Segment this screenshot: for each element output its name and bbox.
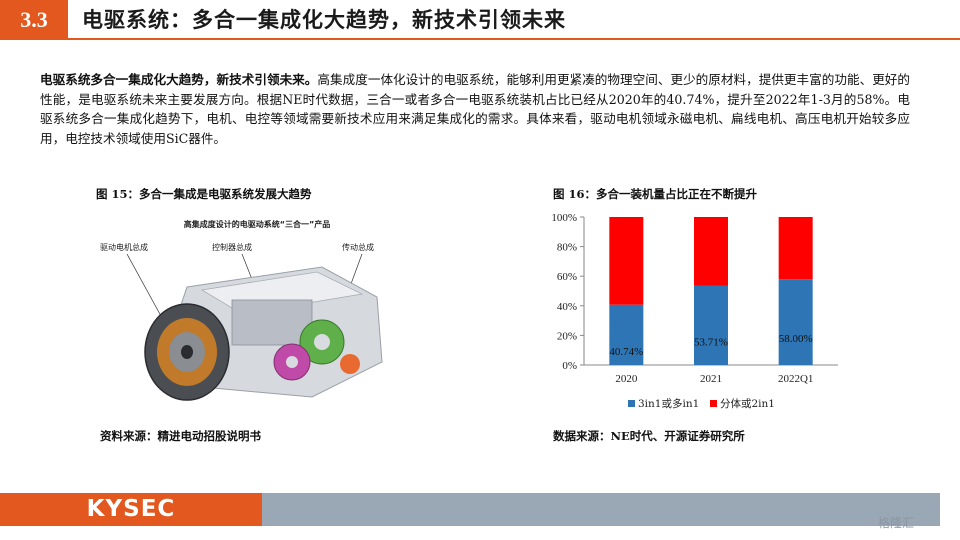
legend-swatch (710, 400, 717, 407)
y-tick-label: 80% (557, 242, 577, 254)
page-title: 电驱系统：多合一集成化大趋势，新技术引领未来 (82, 8, 566, 32)
y-tick-label: 60% (557, 271, 577, 283)
legend-swatch (628, 400, 635, 407)
legend-label: 3in1或多in1 (638, 397, 699, 410)
paragraph-text: 高集成度一体化设计的电驱系统，能够利用更紧凑的物理空间、更少的原材料，提供更丰富… (40, 72, 911, 146)
y-tick-label: 100% (551, 212, 577, 224)
bar-data-label: 53.71% (694, 336, 728, 348)
callout-motor: 驱动电机总成 (100, 242, 148, 252)
x-tick-label: 2021 (700, 373, 722, 385)
figure16-source: 数据来源：NE时代、开源证券研究所 (553, 429, 745, 443)
bar-segment (778, 279, 813, 365)
bar-segment (778, 217, 813, 280)
paragraph-lead: 电驱系统多合一集成化大趋势，新技术引领未来。 (40, 72, 318, 87)
bar-segment (609, 217, 644, 305)
figure15-image-caption: 高集成度设计的电驱动系统“三合一”产品 (184, 219, 331, 229)
y-tick-label: 0% (562, 360, 577, 372)
header-divider (68, 38, 960, 40)
figure16-title: 图 16：多合一装机量占比正在不断提升 (553, 187, 758, 201)
figure15-title: 图 15：多合一集成是电驱系统发展大趋势 (96, 187, 312, 201)
footer-bar: KYSEC (0, 493, 940, 526)
footer-strip (262, 493, 940, 526)
figure15-source: 资料来源：精进电动招股说明书 (100, 429, 261, 443)
stacked-bar-chart: 0% 20% 40% 60% 80% 100% 40.74% 2020 53.71% 2021 58… (551, 212, 838, 410)
footer-logo: KYSEC (86, 496, 176, 522)
watermark: 格隆汇 (878, 516, 915, 530)
callout-transmission: 传动总成 (342, 242, 374, 252)
bar-segment (609, 304, 644, 365)
page-header: 3.3 电驱系统：多合一集成化大趋势，新技术引领未来 (0, 0, 960, 40)
section-number: 3.3 (0, 0, 68, 40)
x-tick-label: 2020 (615, 373, 638, 385)
body-paragraph: 电驱系统多合一集成化大趋势，新技术引领未来。高集成度一体化设计的电驱系统，能够利… (40, 70, 910, 148)
figure15-illustration: 高集成度设计的电驱动系统“三合一”产品 驱动电机总成 控制器总成 传动总成 (100, 219, 383, 401)
legend-label: 分体或2in1 (720, 398, 775, 410)
footer-logo-block (0, 493, 262, 526)
bar-segment (694, 285, 728, 365)
y-tick-label: 20% (557, 330, 577, 342)
callout-controller: 控制器总成 (212, 242, 252, 252)
x-tick-label: 2022Q1 (778, 373, 813, 385)
y-tick-label: 40% (557, 301, 577, 313)
bar-data-label: 40.74% (609, 346, 643, 358)
bar-data-label: 58.00% (779, 333, 813, 345)
bar-segment (694, 217, 728, 286)
